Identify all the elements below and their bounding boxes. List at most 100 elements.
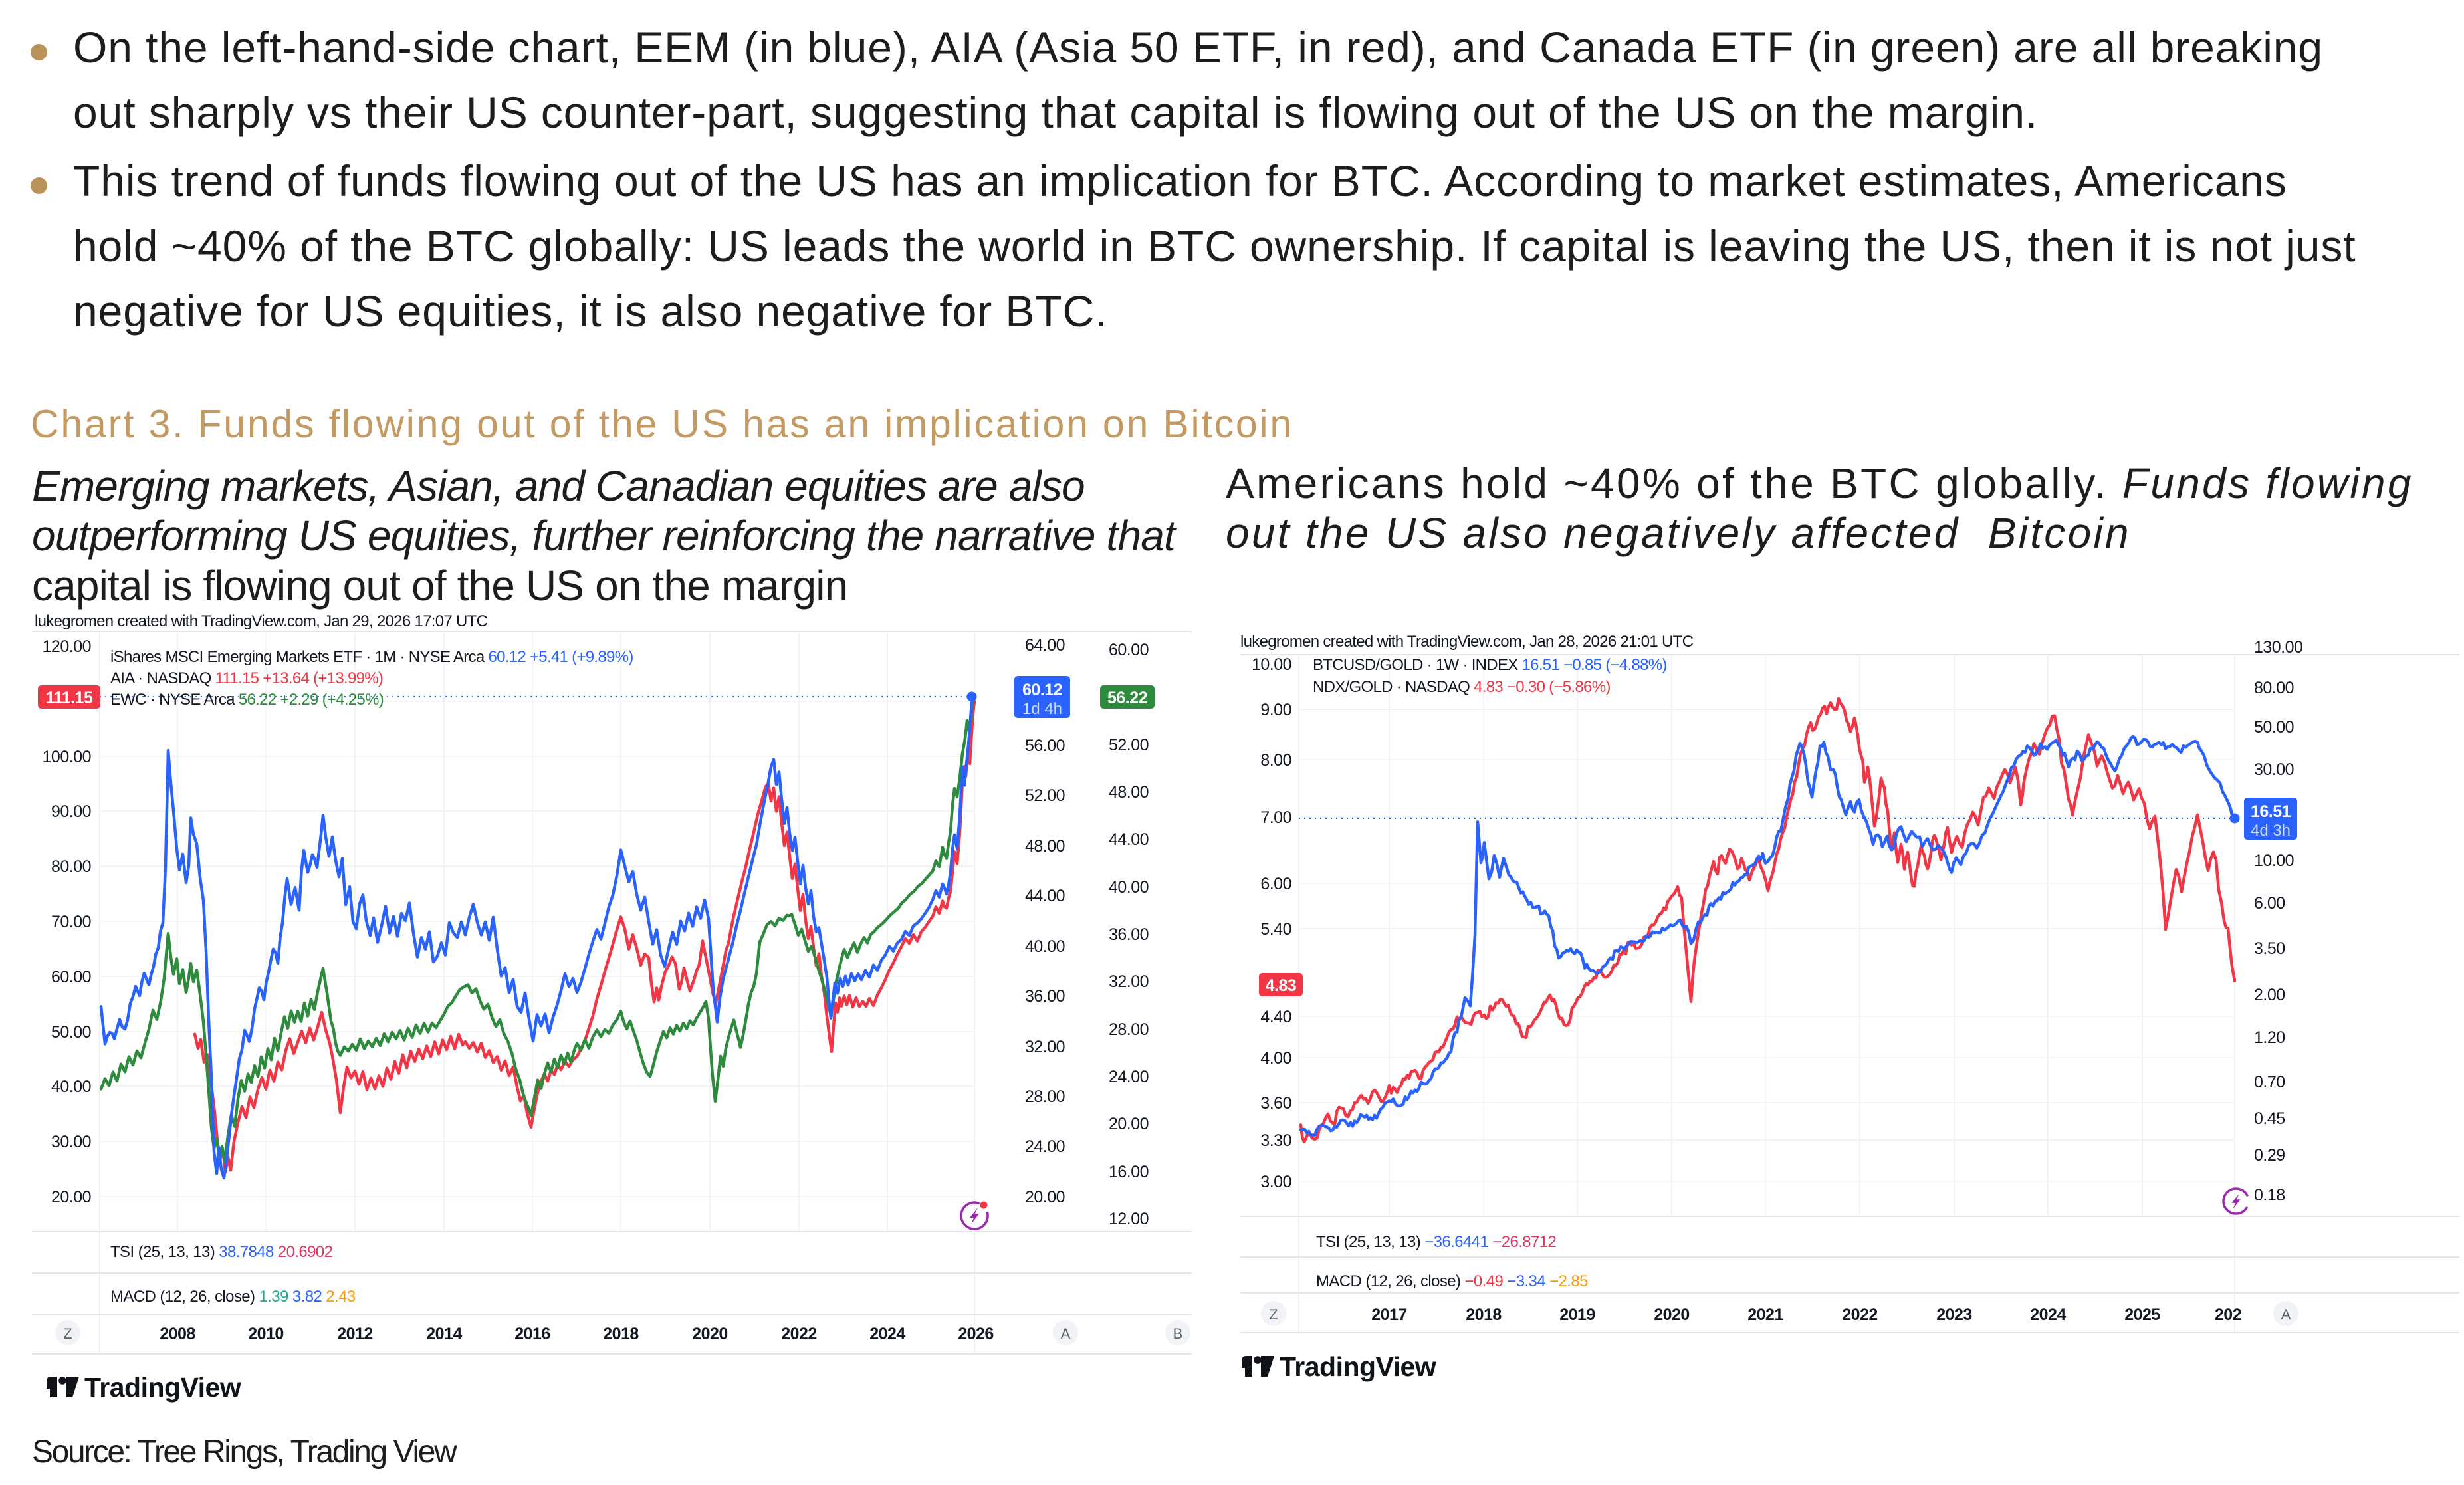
svg-text:2.00: 2.00 xyxy=(2254,986,2285,1004)
svg-text:0.70: 0.70 xyxy=(2254,1073,2285,1091)
svg-text:2026: 2026 xyxy=(958,1325,994,1343)
svg-text:202: 202 xyxy=(2215,1306,2241,1324)
svg-text:2022: 2022 xyxy=(1842,1306,1878,1324)
svg-text:24.00: 24.00 xyxy=(1025,1137,1065,1156)
svg-text:40.00: 40.00 xyxy=(51,1078,91,1096)
svg-text:2018: 2018 xyxy=(1466,1306,1502,1324)
svg-text:36.00: 36.00 xyxy=(1025,987,1065,1006)
svg-text:3.30: 3.30 xyxy=(1260,1131,1291,1150)
svg-text:56.00: 56.00 xyxy=(1025,737,1065,755)
svg-text:Z: Z xyxy=(1269,1306,1278,1323)
svg-text:TSI (25, 13, 13) 38.7848 20.69: TSI (25, 13, 13) 38.7848 20.6902 xyxy=(110,1243,333,1261)
svg-text:48.00: 48.00 xyxy=(1025,837,1065,856)
svg-text:1.20: 1.20 xyxy=(2254,1028,2285,1047)
svg-text:A: A xyxy=(2281,1306,2291,1323)
svg-text:1d 4h: 1d 4h xyxy=(1022,700,1062,718)
svg-text:AIA · NASDAQ 111.15 +13.64 (+: AIA · NASDAQ 111.15 +13.64 (+13.99%) xyxy=(110,669,383,687)
svg-text:2017: 2017 xyxy=(1371,1306,1407,1324)
svg-text:6.00: 6.00 xyxy=(1260,875,1291,893)
svg-text:MACD (12, 26, close) 1.39 3.82: MACD (12, 26, close) 1.39 3.82 2.43 xyxy=(110,1288,356,1306)
svg-text:B: B xyxy=(1173,1325,1183,1342)
svg-text:16.00: 16.00 xyxy=(1109,1163,1149,1181)
svg-text:50.00: 50.00 xyxy=(51,1023,91,1042)
svg-text:2022: 2022 xyxy=(781,1325,817,1343)
svg-text:52.00: 52.00 xyxy=(1025,786,1065,805)
svg-text:2020: 2020 xyxy=(692,1325,728,1343)
svg-text:8.00: 8.00 xyxy=(1260,751,1291,770)
svg-text:TradingView: TradingView xyxy=(1280,1351,1436,1382)
svg-text:44.00: 44.00 xyxy=(1109,830,1149,849)
svg-text:32.00: 32.00 xyxy=(1025,1038,1065,1056)
svg-text:Z: Z xyxy=(63,1325,72,1342)
svg-text:48.00: 48.00 xyxy=(1109,783,1149,802)
svg-text:20.00: 20.00 xyxy=(1025,1188,1065,1206)
svg-text:iShares MSCI Emerging Markets: iShares MSCI Emerging Markets ETF · 1M ·… xyxy=(110,648,633,666)
svg-text:70.00: 70.00 xyxy=(51,913,91,931)
svg-text:60.00: 60.00 xyxy=(1109,641,1149,659)
svg-text:60.00: 60.00 xyxy=(51,968,91,986)
svg-text:2024: 2024 xyxy=(869,1325,905,1343)
svg-text:TSI (25, 13, 13) −36.6441 −26.: TSI (25, 13, 13) −36.6441 −26.8712 xyxy=(1316,1233,1557,1251)
svg-text:2016: 2016 xyxy=(514,1325,550,1343)
svg-text:10.00: 10.00 xyxy=(2254,852,2294,870)
svg-text:BTCUSD/GOLD · 1W · INDEX 16.51: BTCUSD/GOLD · 1W · INDEX 16.51 −0.85 (−4… xyxy=(1313,656,1667,674)
svg-text:90.00: 90.00 xyxy=(51,802,91,821)
svg-text:64.00: 64.00 xyxy=(1025,636,1065,655)
svg-text:9.00: 9.00 xyxy=(1260,701,1291,719)
svg-text:20.00: 20.00 xyxy=(1109,1115,1149,1133)
svg-text:28.00: 28.00 xyxy=(1025,1087,1065,1106)
svg-text:4.00: 4.00 xyxy=(1260,1049,1291,1068)
svg-text:80.00: 80.00 xyxy=(51,857,91,876)
svg-text:111.15: 111.15 xyxy=(46,689,93,707)
svg-text:2020: 2020 xyxy=(1654,1306,1690,1324)
svg-text:3.00: 3.00 xyxy=(1260,1173,1291,1191)
svg-text:40.00: 40.00 xyxy=(1025,937,1065,956)
svg-text:4.40: 4.40 xyxy=(1260,1008,1291,1026)
svg-text:32.00: 32.00 xyxy=(1109,972,1149,991)
svg-text:44.00: 44.00 xyxy=(1025,887,1065,905)
svg-text:0.45: 0.45 xyxy=(2254,1109,2285,1128)
svg-text:28.00: 28.00 xyxy=(1109,1020,1149,1039)
svg-text:120.00: 120.00 xyxy=(43,637,91,656)
svg-text:3.50: 3.50 xyxy=(2254,939,2285,958)
svg-text:2024: 2024 xyxy=(2030,1306,2066,1324)
svg-text:24.00: 24.00 xyxy=(1109,1068,1149,1086)
svg-text:40.00: 40.00 xyxy=(1109,878,1149,897)
svg-text:TradingView: TradingView xyxy=(84,1372,241,1403)
svg-text:2014: 2014 xyxy=(426,1325,462,1343)
svg-text:4.83: 4.83 xyxy=(1266,976,1297,995)
svg-text:3.60: 3.60 xyxy=(1260,1094,1291,1113)
svg-text:MACD (12, 26, close) −0.49 −3.: MACD (12, 26, close) −0.49 −3.34 −2.85 xyxy=(1316,1272,1588,1290)
svg-text:6.00: 6.00 xyxy=(2254,894,2285,913)
svg-text:lukegromen created with Tradin: lukegromen created with TradingView.com,… xyxy=(1240,633,1694,651)
svg-text:NDX/GOLD · NASDAQ 4.83 −0.30: NDX/GOLD · NASDAQ 4.83 −0.30 (−5.86%) xyxy=(1313,678,1611,696)
svg-text:52.00: 52.00 xyxy=(1109,736,1149,754)
svg-text:30.00: 30.00 xyxy=(51,1133,91,1151)
svg-text:80.00: 80.00 xyxy=(2254,679,2294,697)
svg-text:2018: 2018 xyxy=(603,1325,639,1343)
svg-text:30.00: 30.00 xyxy=(2254,760,2294,779)
svg-text:A: A xyxy=(1061,1325,1071,1342)
svg-text:2019: 2019 xyxy=(1559,1306,1595,1324)
svg-text:2021: 2021 xyxy=(1747,1306,1783,1324)
svg-text:0.18: 0.18 xyxy=(2254,1186,2285,1204)
svg-text:4d 3h: 4d 3h xyxy=(2251,822,2291,840)
svg-text:7.00: 7.00 xyxy=(1260,808,1291,827)
svg-text:12.00: 12.00 xyxy=(1109,1210,1149,1228)
svg-text:100.00: 100.00 xyxy=(43,748,91,766)
svg-text:2012: 2012 xyxy=(337,1325,373,1343)
svg-text:20.00: 20.00 xyxy=(51,1188,91,1206)
svg-text:0.29: 0.29 xyxy=(2254,1146,2285,1165)
svg-text:2025: 2025 xyxy=(2124,1306,2160,1324)
svg-text:36.00: 36.00 xyxy=(1109,925,1149,944)
svg-text:lukegromen created with Tradin: lukegromen created with TradingView.com,… xyxy=(35,612,488,630)
svg-text:2010: 2010 xyxy=(248,1325,284,1343)
svg-text:60.12: 60.12 xyxy=(1022,681,1062,699)
svg-text:5.40: 5.40 xyxy=(1260,920,1291,939)
svg-text:56.22: 56.22 xyxy=(1107,689,1147,707)
svg-text:130.00: 130.00 xyxy=(2254,638,2302,657)
svg-text:EWC · NYSE Arca 56.22 +2.29 (: EWC · NYSE Arca 56.22 +2.29 (+4.25%) xyxy=(110,691,384,709)
svg-text:16.51: 16.51 xyxy=(2251,802,2291,821)
svg-text:2023: 2023 xyxy=(1936,1306,1972,1324)
svg-text:2008: 2008 xyxy=(160,1325,195,1343)
